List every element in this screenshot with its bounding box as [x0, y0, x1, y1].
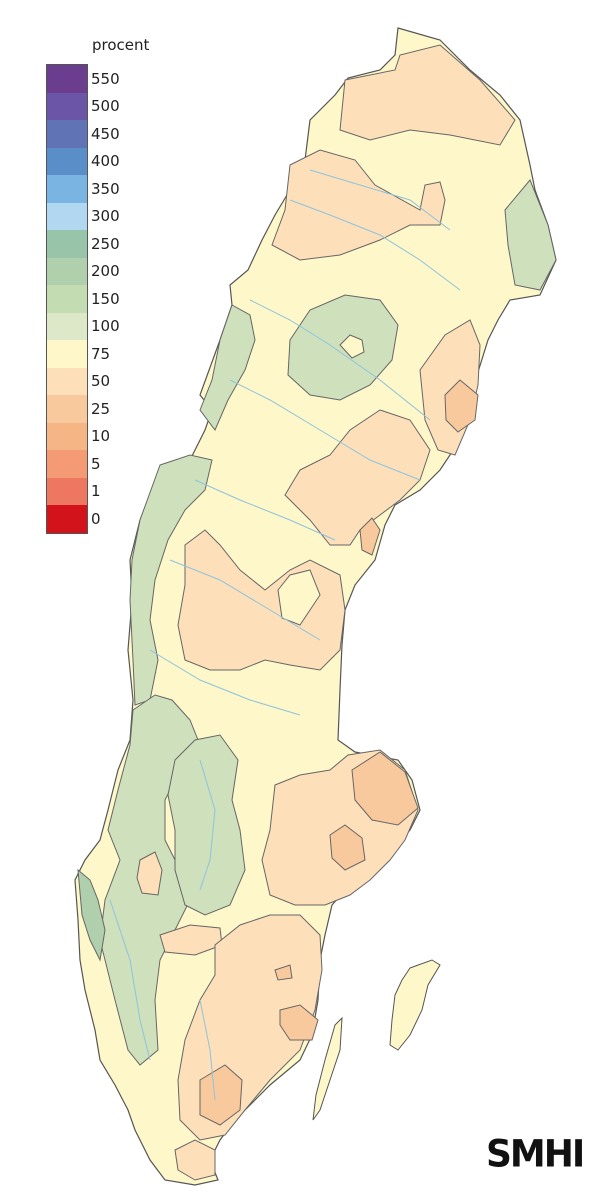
legend-label-25: 25	[91, 399, 111, 418]
zone-stockholm-deep-orange	[351, 751, 419, 826]
zone-mid-orange	[284, 409, 431, 546]
zone-south-deep-orange-2	[199, 1064, 243, 1126]
legend-swatch-25	[47, 395, 87, 423]
legend-label-400: 400	[91, 152, 120, 171]
zone-small-orange-west	[136, 851, 163, 896]
legend-swatch-100	[47, 312, 87, 340]
legend-label-250: 250	[91, 234, 120, 253]
legend-title: procent	[92, 36, 150, 54]
legend-label-550: 550	[91, 69, 120, 88]
gotland-island	[389, 959, 441, 1051]
legend-swatch-50	[47, 367, 87, 395]
legend-swatch-200	[47, 257, 87, 285]
legend-label-350: 350	[91, 179, 120, 198]
legend-swatch-250	[47, 230, 87, 258]
legend-swatch-500	[47, 92, 87, 120]
legend-swatch-5	[47, 450, 87, 478]
legend-swatch-550	[47, 65, 87, 93]
zone-small-deep-orange	[329, 824, 366, 871]
zone-north-orange	[339, 44, 516, 146]
legend-swatch-75	[47, 340, 87, 368]
legend-swatch-150	[47, 285, 87, 313]
legend-label-5: 5	[91, 454, 101, 473]
zone-lakes-green	[167, 734, 246, 916]
zone-central-orange	[177, 529, 346, 671]
zone-central-yellow-inset	[277, 569, 321, 626]
zone-west-green-middle	[129, 454, 213, 706]
legend-swatch-450	[47, 120, 87, 148]
legend-label-75: 75	[91, 344, 111, 363]
zone-northeast-green	[504, 179, 557, 291]
zone-skane-orange	[174, 1139, 216, 1181]
zone-south-small-orange	[274, 964, 293, 981]
legend-label-450: 450	[91, 124, 120, 143]
zone-south-deep-orange-1	[279, 1004, 319, 1041]
legend-label-10: 10	[91, 427, 111, 446]
zone-west-green-north	[199, 304, 256, 431]
legend-label-0: 0	[91, 509, 101, 528]
legend-label-50: 50	[91, 372, 111, 391]
legend-swatch-300	[47, 202, 87, 230]
zone-north-orange-2	[271, 149, 446, 261]
legend-swatches	[46, 64, 88, 534]
legend-swatch-10	[47, 422, 87, 450]
zone-coast-deep-orange	[359, 517, 381, 556]
zone-east-deep-orange	[444, 379, 479, 433]
rivers	[109, 169, 461, 1101]
legend-label-500: 500	[91, 97, 120, 116]
legend-swatch-350	[47, 175, 87, 203]
smhi-logo: SMHI	[486, 1132, 585, 1177]
zone-small-yellow	[339, 334, 365, 359]
legend-swatch-0	[47, 505, 87, 533]
zone-west-coast-green	[77, 868, 106, 962]
legend-label-100: 100	[91, 317, 120, 336]
legend-label-300: 300	[91, 207, 120, 226]
legend-label-200: 200	[91, 262, 120, 281]
legend-swatch-400	[47, 147, 87, 175]
legend-swatch-1	[47, 477, 87, 505]
legend-label-150: 150	[91, 289, 120, 308]
oland-island	[312, 1016, 343, 1121]
legend-label-1: 1	[91, 482, 101, 501]
